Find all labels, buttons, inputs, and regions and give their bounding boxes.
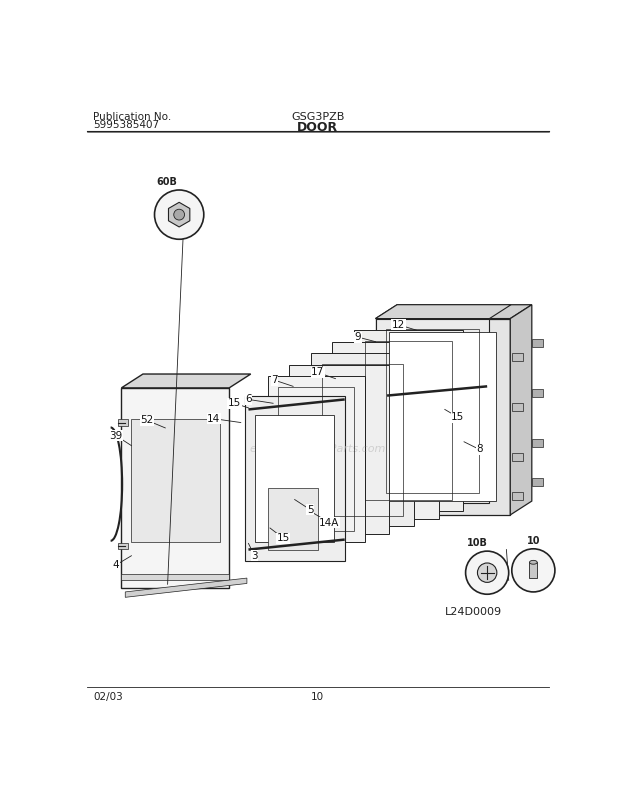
Polygon shape [125, 578, 247, 597]
Bar [118, 542, 128, 549]
Text: 39: 39 [109, 430, 123, 441]
Text: 5: 5 [307, 504, 313, 515]
Text: 6: 6 [245, 395, 252, 404]
Text: 60B: 60B [156, 177, 177, 187]
Bar [512, 353, 523, 361]
Text: 02/03: 02/03 [93, 692, 123, 702]
Text: eReplacementParts.com: eReplacementParts.com [250, 445, 386, 454]
Text: Publication No.: Publication No. [93, 112, 171, 122]
Text: 14A: 14A [319, 518, 340, 528]
Bar [512, 403, 523, 411]
Text: 52: 52 [140, 415, 153, 426]
Polygon shape [510, 305, 532, 515]
Polygon shape [376, 305, 511, 318]
Polygon shape [389, 333, 497, 501]
Text: 10B: 10B [467, 538, 488, 548]
Polygon shape [122, 388, 229, 588]
Circle shape [512, 549, 555, 592]
Circle shape [154, 190, 204, 239]
Polygon shape [268, 376, 365, 542]
Text: 5995385407: 5995385407 [93, 120, 159, 130]
Ellipse shape [529, 561, 537, 565]
Bar [532, 339, 542, 347]
Polygon shape [376, 318, 489, 503]
Text: 10: 10 [311, 692, 324, 702]
Text: 15: 15 [451, 412, 464, 422]
Text: 4: 4 [113, 560, 119, 570]
Polygon shape [376, 318, 510, 515]
Text: DOOR: DOOR [297, 121, 339, 134]
Circle shape [466, 551, 508, 594]
Polygon shape [354, 330, 463, 511]
Polygon shape [268, 488, 317, 549]
Circle shape [477, 563, 497, 582]
Polygon shape [376, 305, 532, 318]
Bar [122, 574, 229, 580]
Bar [512, 491, 523, 499]
Polygon shape [169, 202, 190, 227]
Polygon shape [131, 418, 220, 542]
Bar [532, 478, 542, 486]
Bar [529, 562, 537, 579]
Polygon shape [332, 341, 438, 518]
Text: 10: 10 [526, 536, 540, 545]
Text: 3: 3 [251, 551, 258, 561]
Text: 7: 7 [272, 376, 278, 385]
Bar [118, 419, 128, 426]
Text: 15: 15 [277, 533, 290, 543]
Polygon shape [122, 374, 250, 388]
Text: GSG3PZB: GSG3PZB [291, 112, 345, 122]
Bar [512, 453, 523, 461]
Text: 8: 8 [476, 445, 483, 454]
Polygon shape [290, 364, 389, 534]
Text: 12: 12 [392, 320, 405, 330]
Text: 15: 15 [228, 399, 241, 408]
Text: 17: 17 [311, 368, 324, 377]
Polygon shape [255, 414, 334, 542]
Circle shape [174, 210, 185, 220]
Text: 9: 9 [355, 332, 361, 342]
Text: 14: 14 [207, 414, 221, 424]
Bar [532, 389, 542, 397]
Bar [532, 439, 542, 447]
Text: L24D0009: L24D0009 [445, 607, 502, 617]
Polygon shape [245, 395, 345, 561]
Polygon shape [311, 353, 414, 526]
